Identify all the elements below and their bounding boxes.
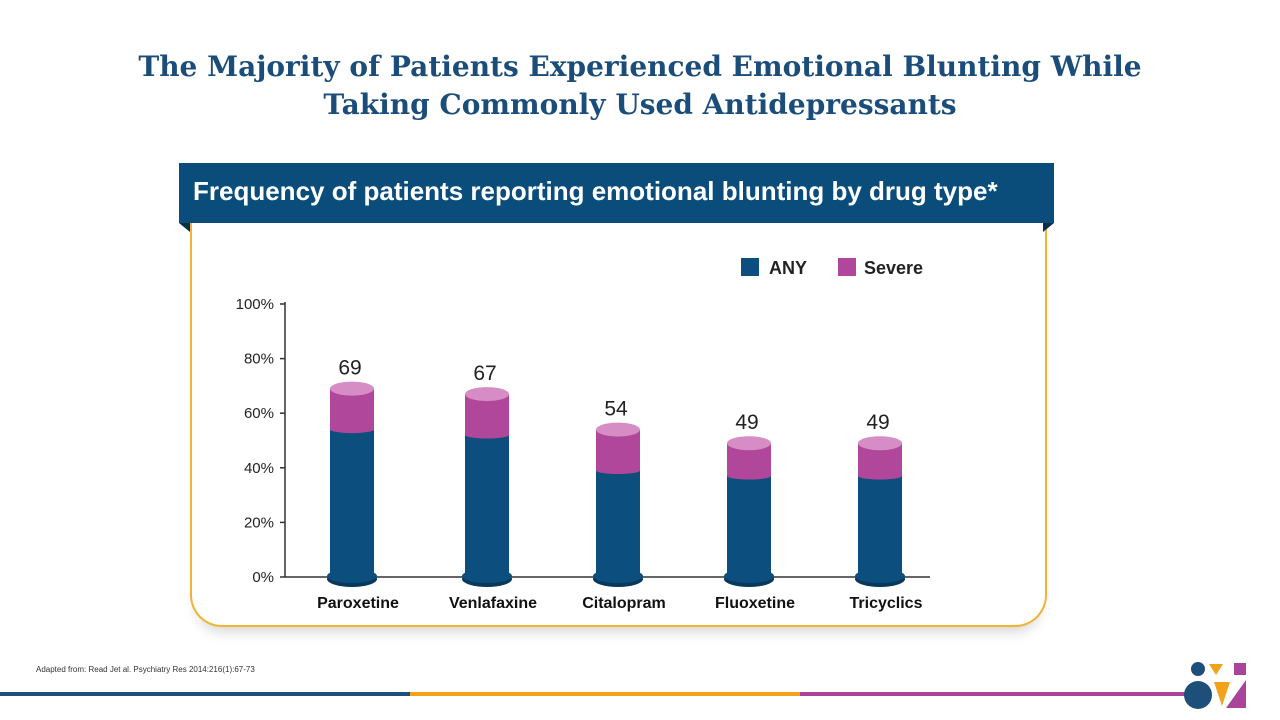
data-label: 67 <box>473 362 496 385</box>
bar-any <box>596 470 640 577</box>
y-tick-label: 60% <box>244 405 274 422</box>
bar-any <box>727 475 771 577</box>
legend-label-any: ANY <box>769 258 807 278</box>
data-label: 49 <box>866 411 889 434</box>
data-label: 69 <box>338 357 361 380</box>
bar-top-cap <box>330 381 374 396</box>
brand-logo-icon <box>1184 662 1246 709</box>
y-tick-label: 80% <box>244 351 274 368</box>
chart-banner <box>179 163 1054 223</box>
slide-title: The Majority of Patients Experienced Emo… <box>0 48 1280 124</box>
bar-severe <box>596 467 640 475</box>
y-tick-label: 0% <box>252 569 274 586</box>
bar-top-cap <box>465 387 509 402</box>
data-label: 49 <box>735 411 758 434</box>
footer-line-orange <box>410 692 800 696</box>
banner-fold-left <box>179 223 190 232</box>
footer-line-purple <box>800 692 1190 696</box>
bar-any <box>858 475 902 577</box>
chart-title: Frequency of patients reporting emotiona… <box>193 176 998 206</box>
x-tick-label: Fluoxetine <box>715 595 795 612</box>
footer-line-blue <box>0 692 410 696</box>
bar-severe <box>465 431 509 439</box>
x-tick-label: Venlafaxine <box>449 595 537 612</box>
bar-severe <box>727 472 771 480</box>
bar-top-cap <box>727 436 771 451</box>
slide-title-line-2: Taking Commonly Used Antidepressants <box>323 88 957 121</box>
y-tick-label: 40% <box>244 460 274 477</box>
bar-severe <box>330 426 374 434</box>
legend-label-severe: Severe <box>864 258 923 278</box>
x-tick-label: Tricyclics <box>850 595 923 612</box>
legend-swatch-severe <box>838 258 856 276</box>
data-label: 54 <box>604 398 628 421</box>
bar-top-cap <box>858 436 902 451</box>
y-tick-label: 100% <box>236 296 274 313</box>
bar-any <box>465 435 509 577</box>
bar-any <box>330 429 374 577</box>
x-tick-label: Paroxetine <box>317 595 399 612</box>
legend-swatch-any <box>741 258 759 276</box>
slide-title-line-1: The Majority of Patients Experienced Emo… <box>138 50 1142 83</box>
x-tick-label: Citalopram <box>582 595 666 612</box>
banner-fold-right <box>1043 223 1054 232</box>
bar-severe <box>858 472 902 480</box>
bar-top-cap <box>596 422 640 437</box>
y-tick-label: 20% <box>244 514 274 531</box>
source-footnote: Adapted from: Read Jet al. Psychiatry Re… <box>36 665 255 674</box>
